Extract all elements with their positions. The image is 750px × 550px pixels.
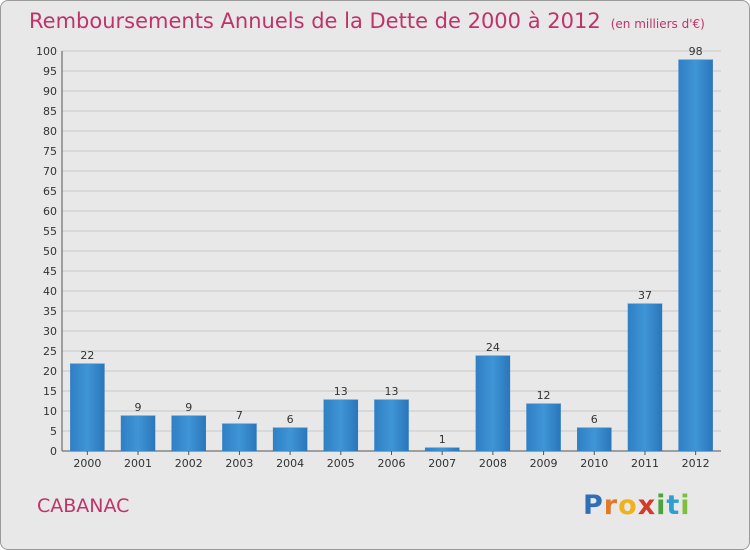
- bar-2011: [627, 303, 663, 451]
- y-tick-label: 10: [43, 405, 57, 418]
- y-tick-label: 15: [43, 385, 57, 398]
- bar-2009: [526, 403, 561, 451]
- x-tick-label-2008: 2008: [479, 457, 507, 470]
- bar-2010: [577, 427, 612, 451]
- value-label-2000: 22: [80, 349, 94, 362]
- value-label-2007: 1: [439, 433, 446, 446]
- value-label-2010: 6: [591, 413, 598, 426]
- y-tick-label: 50: [43, 245, 57, 258]
- y-tick-label: 35: [43, 305, 57, 318]
- y-tick-label: 45: [43, 265, 57, 278]
- bar-2008: [475, 355, 511, 451]
- y-tick-label: 85: [43, 105, 57, 118]
- x-tick-label-2003: 2003: [225, 457, 253, 470]
- y-tick-label: 20: [43, 365, 57, 378]
- bar-2007: [424, 447, 460, 451]
- bar-2000: [70, 363, 105, 451]
- x-tick-label-2005: 2005: [327, 457, 355, 470]
- value-label-2009: 12: [537, 389, 551, 402]
- proxiti-logo: Proxiti: [583, 490, 691, 521]
- y-tick-label: 80: [43, 125, 57, 138]
- chart-title-text: Remboursements Annuels de la Dette de 20…: [29, 9, 601, 33]
- x-tick-label-2000: 2000: [73, 457, 101, 470]
- chart-title: Remboursements Annuels de la Dette de 20…: [29, 9, 705, 33]
- bar-2002: [171, 415, 206, 451]
- x-tick-label-2001: 2001: [124, 457, 152, 470]
- x-tick-label-2012: 2012: [682, 457, 710, 470]
- value-label-2002: 9: [185, 401, 192, 414]
- bar-2004: [272, 427, 308, 451]
- x-tick-label-2002: 2002: [175, 457, 203, 470]
- bar-2005: [323, 399, 359, 451]
- y-tick-label: 30: [43, 325, 57, 338]
- x-tick-label-2007: 2007: [428, 457, 456, 470]
- logo-letter: o: [618, 490, 638, 521]
- logo-letter: i: [656, 490, 667, 521]
- city-name: CABANAC: [37, 495, 130, 517]
- logo-letter: P: [583, 490, 604, 521]
- value-label-2003: 7: [236, 409, 243, 422]
- value-label-2011: 37: [638, 289, 652, 302]
- value-label-2006: 13: [385, 385, 399, 398]
- y-tick-label: 95: [43, 65, 57, 78]
- y-tick-label: 40: [43, 285, 57, 298]
- value-label-2001: 9: [135, 401, 142, 414]
- y-tick-label: 90: [43, 85, 57, 98]
- y-tick-label: 5: [50, 425, 57, 438]
- y-tick-label: 70: [43, 165, 57, 178]
- bar-2012: [678, 59, 713, 451]
- y-tick-label: 0: [50, 445, 57, 458]
- value-label-2008: 24: [486, 341, 500, 354]
- x-tick-label-2009: 2009: [530, 457, 558, 470]
- logo-letter: t: [666, 490, 681, 521]
- y-tick-label: 55: [43, 225, 57, 238]
- value-label-2012: 98: [689, 45, 703, 58]
- y-tick-label: 60: [43, 205, 57, 218]
- bar-2006: [374, 399, 409, 451]
- logo-letter: r: [603, 490, 619, 521]
- bar-2001: [120, 415, 156, 451]
- chart-unit-note: (en milliers d'€): [610, 17, 705, 31]
- y-tick-label: 65: [43, 185, 57, 198]
- bar-2003: [222, 423, 257, 451]
- value-label-2004: 6: [287, 413, 294, 426]
- x-tick-label-2011: 2011: [631, 457, 659, 470]
- x-tick-label-2004: 2004: [276, 457, 304, 470]
- value-label-2005: 13: [334, 385, 348, 398]
- y-tick-label: 100: [36, 45, 57, 58]
- x-tick-label-2010: 2010: [580, 457, 608, 470]
- y-tick-label: 25: [43, 345, 57, 358]
- logo-letter: i: [680, 490, 691, 521]
- logo-letter: x: [637, 490, 657, 521]
- x-tick-label-2006: 2006: [378, 457, 406, 470]
- y-tick-label: 75: [43, 145, 57, 158]
